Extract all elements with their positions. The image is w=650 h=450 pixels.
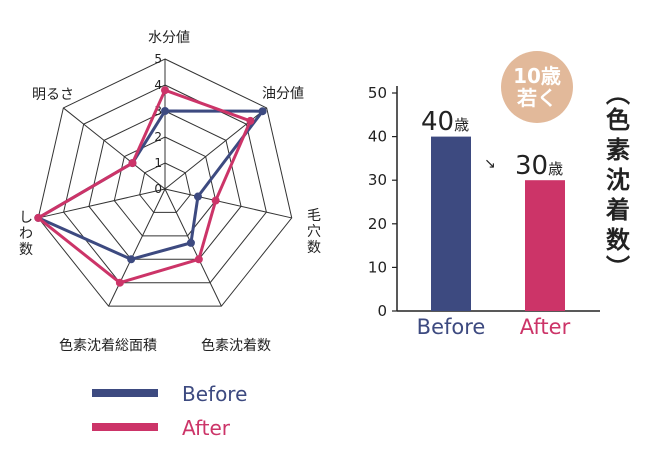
side-title-char: 着 xyxy=(606,196,630,224)
bar-y-tick-label: 40 xyxy=(368,128,387,146)
radar-point-after xyxy=(211,196,220,205)
radar-point-before xyxy=(186,238,195,247)
side-title-char: 数 xyxy=(606,226,631,254)
radar-axis-label: 数 xyxy=(19,242,33,258)
radar-tick-label: 4 xyxy=(154,78,162,92)
side-title-bracket-open: ︵ xyxy=(606,80,630,108)
radar-tick-label: 3 xyxy=(154,104,162,118)
radar-grid-ring xyxy=(139,162,191,213)
radar-point-before xyxy=(258,107,267,116)
radar-series-after xyxy=(36,88,252,285)
radar-spoke xyxy=(38,188,166,219)
radar-point-after xyxy=(161,86,169,95)
age-badge-text: 10歳 xyxy=(513,64,561,88)
radar-tick-label: 0 xyxy=(154,182,162,196)
bar-category-label: Before xyxy=(417,315,486,339)
radar-tick-label: 1 xyxy=(154,156,162,170)
bar-value-label: 30歳 xyxy=(515,151,563,181)
radar-point-after xyxy=(194,255,203,264)
radar-point-after xyxy=(246,116,255,125)
radar-axis-label: 油分値 xyxy=(262,86,304,102)
radar-point-before xyxy=(193,192,202,201)
bar-y-tick-label: 0 xyxy=(377,302,387,320)
radar-spoke xyxy=(164,188,292,219)
radar-spoke xyxy=(108,188,166,307)
radar-axis-label: 色素沈着総面積 xyxy=(59,337,157,354)
bar-y-tick-label: 10 xyxy=(368,258,387,276)
radar-point-after xyxy=(128,159,137,168)
age-badge-text: 若く xyxy=(516,86,557,110)
legend-label-after: After xyxy=(182,416,231,440)
bar-after xyxy=(525,180,565,311)
radar-grid-ring xyxy=(88,110,242,260)
radar-axis-label: 数 xyxy=(307,240,321,256)
radar-tick-label: 5 xyxy=(154,52,162,66)
age-badge xyxy=(501,51,573,123)
bar-category-label: After xyxy=(520,315,571,339)
radar-tick-label: 2 xyxy=(154,130,162,144)
radar-point-after xyxy=(34,213,43,222)
radar-grid-ring xyxy=(113,136,217,237)
radar-point-before xyxy=(127,255,136,264)
radar-axis-label: 穴 xyxy=(307,224,321,240)
bar-before xyxy=(431,136,471,311)
side-title-char: 沈 xyxy=(606,166,630,194)
radar-spoke xyxy=(164,188,222,307)
bar-y-tick-label: 50 xyxy=(368,84,387,102)
side-title-char: 色 xyxy=(606,106,630,134)
radar-series-before xyxy=(36,109,265,261)
side-title-char: 素 xyxy=(606,136,630,164)
bar-y-tick-label: 20 xyxy=(368,215,387,233)
radar-axis-label: 色素沈着数 xyxy=(201,337,271,354)
arrow-icon: ↘ xyxy=(484,156,496,172)
radar-point-after xyxy=(115,278,124,287)
legend-swatch-after xyxy=(92,423,158,431)
radar-axis-label: わ xyxy=(19,226,33,242)
radar-axis-label: 毛 xyxy=(307,208,321,224)
radar-grid-ring xyxy=(37,58,293,307)
radar-point-before xyxy=(161,107,169,115)
radar-grid-ring xyxy=(63,84,267,284)
bar-y-tick-label: 30 xyxy=(368,171,387,189)
legend-swatch-before xyxy=(92,389,158,397)
side-title-bracket-close: ︶ xyxy=(606,254,630,282)
radar-axis-label: 水分値 xyxy=(148,30,190,46)
radar-axis-label: し xyxy=(19,210,33,226)
legend: Before After xyxy=(92,382,247,440)
legend-label-before: Before xyxy=(182,382,247,406)
bar-value-label: 40歳 xyxy=(421,107,469,137)
radar-spoke xyxy=(63,107,166,190)
radar-axis-label: 明るさ xyxy=(32,87,74,103)
